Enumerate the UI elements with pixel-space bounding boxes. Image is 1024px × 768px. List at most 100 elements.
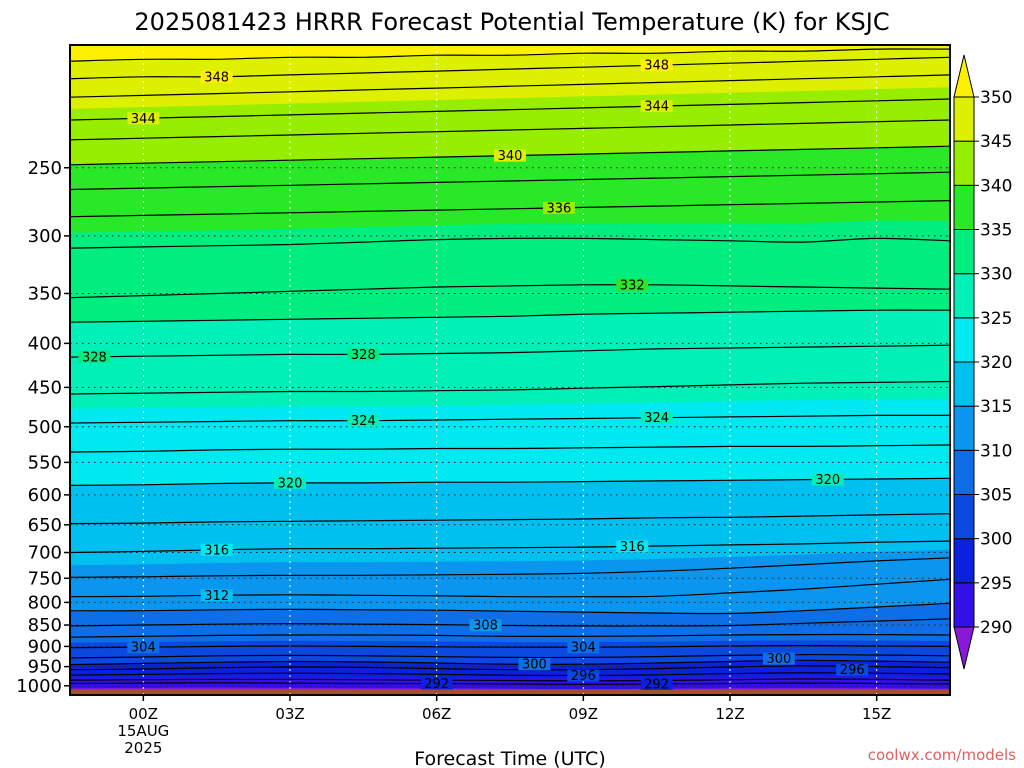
isentrope-label-348-0: 348	[200, 70, 233, 85]
colorbar-label-330: 330	[980, 265, 1012, 285]
svg-text:292: 292	[644, 677, 669, 692]
isentrope-label-336-0: 336	[542, 201, 575, 216]
isentrope-label-332-0: 332	[616, 278, 649, 293]
isentrope-328	[70, 344, 950, 358]
y-tick-label-500: 500	[28, 417, 62, 438]
isentrope-label-344-1: 344	[640, 100, 673, 115]
y-tick-label-800: 800	[28, 592, 62, 613]
svg-text:332: 332	[620, 278, 645, 293]
y-tick-label-750: 750	[28, 568, 62, 589]
isentrope-label-304-0: 304	[127, 641, 160, 656]
colorbar-segment-305-310	[953, 449, 975, 496]
colorbar-segment-300-305	[953, 494, 975, 540]
isentrope-label-328-1: 328	[347, 348, 380, 363]
colorbar-segment-335-340	[953, 184, 975, 230]
svg-text:300: 300	[766, 652, 791, 667]
svg-text:304: 304	[131, 641, 156, 656]
chart-title: 2025081423 HRRR Forecast Potential Tempe…	[134, 8, 889, 36]
isentrope-302	[70, 653, 950, 659]
isentrope-292	[70, 682, 950, 685]
x-tick-label-09Z: 09Z	[569, 705, 598, 723]
isentrope-334	[70, 237, 950, 249]
svg-text:292: 292	[424, 677, 449, 692]
x-tick-label-06Z: 06Z	[422, 705, 451, 723]
isentrope-338	[70, 171, 950, 191]
isentrope-298	[70, 665, 950, 671]
svg-text:344: 344	[644, 100, 669, 115]
colorbar-segment-345-350	[953, 96, 975, 142]
isentrope-label-316-0: 316	[200, 543, 233, 558]
svg-text:328: 328	[351, 348, 376, 363]
isentrope-344	[70, 98, 950, 121]
svg-text:336: 336	[546, 201, 571, 216]
svg-text:296: 296	[571, 669, 596, 684]
isentrope-346	[70, 74, 950, 98]
colorbar-label-320: 320	[980, 353, 1012, 373]
colorbar-segment-295-300	[953, 538, 975, 584]
isentrope-label-320-1: 320	[811, 473, 844, 488]
y-tick-label-550: 550	[28, 452, 62, 473]
credit-text: coolwx.com/models	[868, 746, 1016, 764]
isentrope-336	[70, 200, 950, 218]
isentrope-label-296-1: 296	[836, 663, 869, 678]
x-tick-sublabel-1: 2025	[124, 739, 162, 757]
isentrope-324	[70, 414, 950, 424]
colorbar-label-315: 315	[980, 397, 1012, 417]
y-tick-label-350: 350	[28, 283, 62, 304]
isentrope-308	[70, 618, 950, 627]
isentrope-304	[70, 644, 950, 649]
colorbar-label-340: 340	[980, 176, 1012, 196]
colorbar-segment-315-320	[953, 361, 975, 407]
isentrope-296	[70, 672, 950, 677]
colorbar-label-335: 335	[980, 221, 1012, 241]
colorbar-label-310: 310	[980, 441, 1012, 461]
isentrope-318	[70, 513, 950, 525]
isentrope-label-304-1: 304	[567, 641, 600, 656]
isentrope-294	[70, 678, 950, 682]
colorbar-label-345: 345	[980, 132, 1012, 152]
isentrope-label-324-0: 324	[347, 414, 380, 429]
isentrope-332	[70, 284, 950, 299]
colorbar-label-290: 290	[980, 618, 1012, 638]
y-tick-label-850: 850	[28, 615, 62, 636]
colorbar-segment-320-325	[953, 317, 975, 363]
y-tick-label-450: 450	[28, 377, 62, 398]
svg-text:312: 312	[204, 589, 229, 604]
svg-text:300: 300	[522, 658, 547, 673]
svg-text:304: 304	[571, 641, 596, 656]
x-tick-sublabel-0: 15AUG	[117, 722, 169, 740]
isentrope-326	[70, 380, 950, 395]
colorbar-label-305: 305	[980, 486, 1012, 506]
isentrope-label-296-0: 296	[567, 669, 600, 684]
svg-text:320: 320	[815, 473, 840, 488]
isentrope-342	[70, 119, 950, 141]
colorbar-extend-low	[953, 626, 975, 670]
isentrope-310	[70, 602, 950, 615]
colorbar-extend-high	[953, 54, 975, 98]
svg-text:328: 328	[82, 350, 107, 365]
x-tick-label-15Z: 15Z	[862, 705, 891, 723]
colorbar-segment-325-330	[953, 273, 975, 319]
x-tick-label-12Z: 12Z	[715, 705, 744, 723]
colorbar-label-300: 300	[980, 530, 1012, 550]
x-tick-label-03Z: 03Z	[275, 705, 304, 723]
plot-frame	[69, 44, 951, 696]
isentrope-label-348-1: 348	[640, 59, 673, 74]
y-tick-label-950: 950	[28, 657, 62, 678]
isentrope-306	[70, 633, 950, 638]
svg-text:320: 320	[278, 476, 303, 491]
svg-text:324: 324	[351, 414, 376, 429]
x-tick-label-00Z: 00Z	[129, 705, 158, 723]
colorbar-label-325: 325	[980, 309, 1012, 329]
theta-band-325-330	[70, 309, 950, 409]
isentrope-label-324-1: 324	[640, 411, 673, 426]
plot-area: 348 348 344 344 340 336 332 328 328 324 324 320 320 3…	[70, 45, 950, 695]
svg-text:296: 296	[840, 663, 865, 678]
isentrope-314	[70, 557, 950, 578]
svg-text:344: 344	[131, 112, 156, 127]
isentrope-300	[70, 659, 950, 666]
colorbar-segment-290-295	[953, 582, 975, 628]
y-tick-label-700: 700	[28, 542, 62, 563]
svg-text:308: 308	[473, 619, 498, 634]
